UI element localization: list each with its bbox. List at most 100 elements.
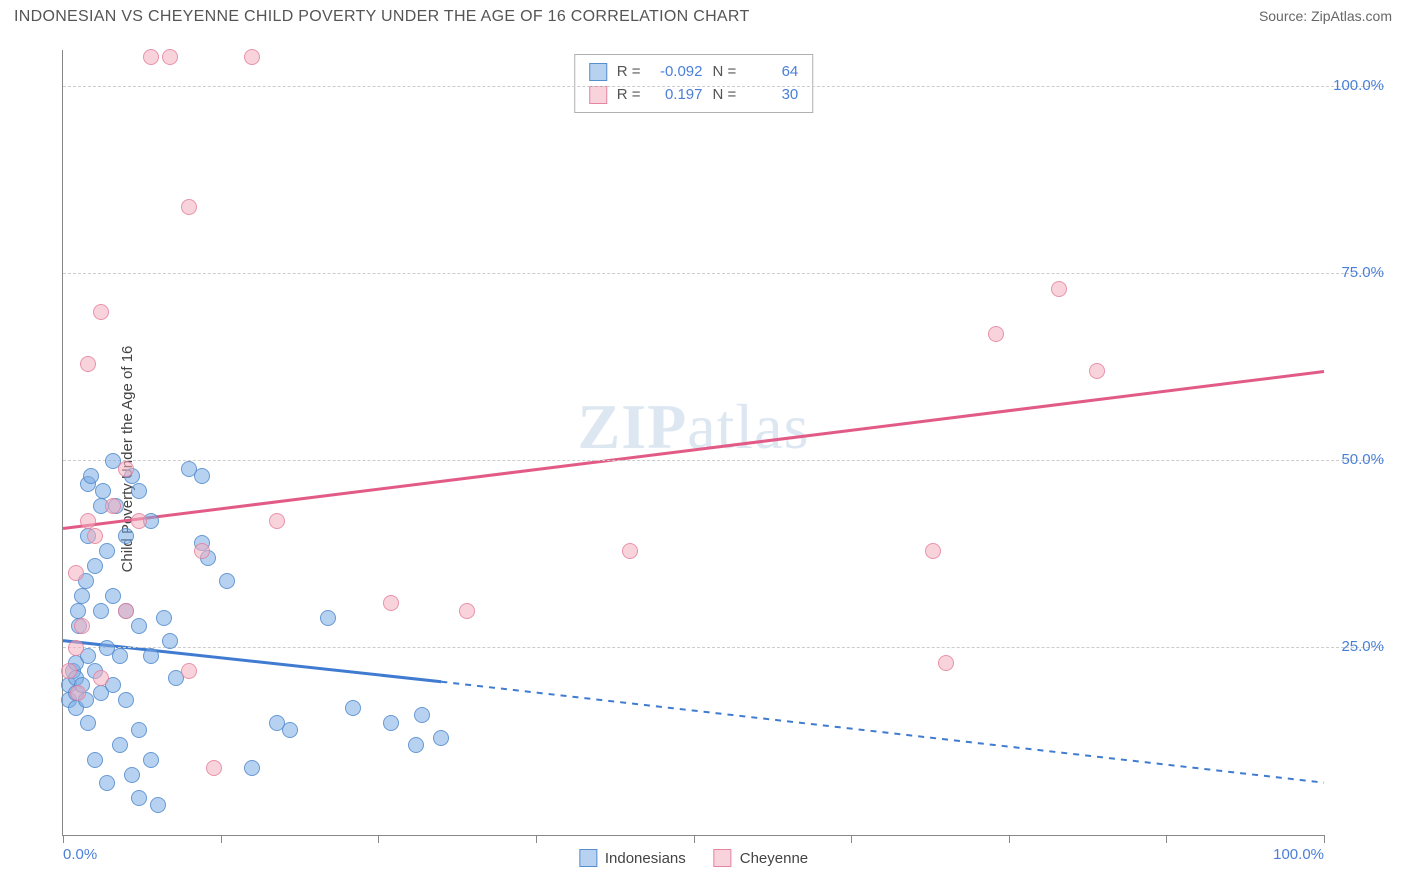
data-point (68, 640, 84, 656)
chart-container: Child Poverty Under the Age of 16 ZIPatl… (14, 40, 1392, 878)
data-point (282, 722, 298, 738)
data-point (124, 767, 140, 783)
data-point (244, 49, 260, 65)
data-point (162, 49, 178, 65)
x-tick (1166, 835, 1167, 843)
data-point (219, 573, 235, 589)
gridline: 25.0% (63, 647, 1384, 648)
data-point (131, 618, 147, 634)
plot-area: ZIPatlas R = -0.092 N = 64 R = 0.197 N =… (62, 50, 1324, 836)
data-point (988, 326, 1004, 342)
data-point (194, 468, 210, 484)
y-tick-label: 25.0% (1341, 638, 1384, 655)
data-point (74, 588, 90, 604)
x-tick (378, 835, 379, 843)
data-point (269, 513, 285, 529)
data-point (118, 603, 134, 619)
data-point (206, 760, 222, 776)
data-point (131, 722, 147, 738)
data-point (118, 461, 134, 477)
data-point (70, 603, 86, 619)
data-point (87, 752, 103, 768)
x-tick (851, 835, 852, 843)
data-point (131, 790, 147, 806)
stats-row-indonesians: R = -0.092 N = 64 (589, 61, 799, 84)
data-point (83, 468, 99, 484)
r-label: R = (617, 61, 641, 84)
bottom-legend: Indonesians Cheyenne (579, 849, 808, 867)
data-point (181, 663, 197, 679)
stats-legend-box: R = -0.092 N = 64 R = 0.197 N = 30 (574, 54, 814, 113)
data-point (622, 543, 638, 559)
gridline: 75.0% (63, 273, 1384, 274)
gridline: 50.0% (63, 460, 1384, 461)
data-point (80, 715, 96, 731)
x-tick-label: 0.0% (63, 846, 97, 863)
data-point (93, 670, 109, 686)
y-tick-label: 75.0% (1341, 264, 1384, 281)
data-point (93, 304, 109, 320)
data-point (414, 707, 430, 723)
data-point (150, 797, 166, 813)
data-point (105, 498, 121, 514)
data-point (433, 730, 449, 746)
data-point (194, 543, 210, 559)
chart-title: INDONESIAN VS CHEYENNE CHILD POVERTY UND… (14, 8, 750, 26)
x-tick (536, 835, 537, 843)
data-point (99, 775, 115, 791)
data-point (87, 528, 103, 544)
data-point (118, 692, 134, 708)
data-point (80, 356, 96, 372)
swatch-pink-icon (589, 86, 607, 104)
data-point (181, 199, 197, 215)
y-tick-label: 100.0% (1333, 77, 1384, 94)
swatch-blue-icon (589, 63, 607, 81)
data-point (143, 49, 159, 65)
x-tick (1324, 835, 1325, 843)
data-point (112, 737, 128, 753)
data-point (143, 648, 159, 664)
source-label: Source: ZipAtlas.com (1259, 8, 1392, 24)
data-point (1051, 281, 1067, 297)
trend-lines (63, 50, 1324, 835)
legend-item-cheyenne: Cheyenne (714, 849, 808, 867)
n-label: N = (713, 61, 737, 84)
swatch-pink-icon (714, 849, 732, 867)
data-point (87, 558, 103, 574)
r-value-indonesians: -0.092 (651, 61, 703, 84)
data-point (143, 752, 159, 768)
legend-label-cheyenne: Cheyenne (740, 850, 808, 867)
x-tick-label: 100.0% (1273, 846, 1324, 863)
watermark: ZIPatlas (578, 390, 810, 464)
data-point (61, 663, 77, 679)
gridline: 100.0% (63, 86, 1384, 87)
x-tick (221, 835, 222, 843)
data-point (68, 565, 84, 581)
data-point (459, 603, 475, 619)
swatch-blue-icon (579, 849, 597, 867)
data-point (345, 700, 361, 716)
data-point (938, 655, 954, 671)
data-point (95, 483, 111, 499)
data-point (93, 603, 109, 619)
data-point (118, 528, 134, 544)
legend-label-indonesians: Indonesians (605, 850, 686, 867)
x-tick (694, 835, 695, 843)
data-point (408, 737, 424, 753)
data-point (383, 715, 399, 731)
legend-item-indonesians: Indonesians (579, 849, 686, 867)
data-point (99, 543, 115, 559)
data-point (244, 760, 260, 776)
data-point (1089, 363, 1105, 379)
data-point (162, 633, 178, 649)
x-tick (1009, 835, 1010, 843)
x-tick (63, 835, 64, 843)
y-tick-label: 50.0% (1341, 451, 1384, 468)
data-point (925, 543, 941, 559)
data-point (105, 588, 121, 604)
data-point (131, 483, 147, 499)
n-value-indonesians: 64 (746, 61, 798, 84)
data-point (70, 685, 86, 701)
data-point (320, 610, 336, 626)
data-point (80, 513, 96, 529)
